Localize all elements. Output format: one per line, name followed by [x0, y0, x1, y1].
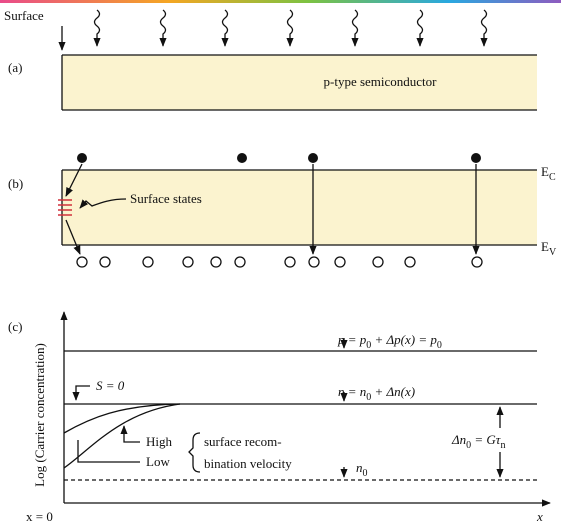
text-part: + Δn(x) [371, 384, 415, 399]
low-curve [63, 403, 181, 469]
panel-c: (c) Log (Carrier concentration) x = 0 x … [8, 311, 551, 524]
holes [76, 256, 483, 268]
low-label: Low [146, 454, 170, 469]
n0-label: n0 [356, 460, 368, 479]
panel-b: (b) EC EV Surface states [8, 153, 557, 268]
panel-label: (a) [8, 60, 22, 75]
ec-label: EC [541, 164, 556, 183]
hole [404, 256, 416, 268]
s-zero-label: S = 0 [96, 378, 125, 393]
text-part: + Δp(x) = p [371, 332, 437, 347]
pointer [75, 385, 90, 390]
light-arrow [286, 9, 294, 47]
surface-states [58, 199, 72, 216]
electrons [77, 153, 481, 163]
n-equation: n = n0 + Δn(x) [338, 384, 415, 403]
text-part: n [356, 460, 363, 475]
hole [308, 256, 320, 268]
light-arrow [93, 9, 101, 47]
pointer [79, 198, 127, 209]
surface-states-label: Surface states [130, 191, 202, 206]
subscript: C [549, 172, 556, 183]
panel-label: (b) [8, 176, 23, 191]
subscript: 0 [363, 468, 368, 479]
band-gap [62, 170, 537, 245]
capture-arrow [65, 219, 81, 255]
subscript: 0 [466, 440, 471, 451]
text-part: n = n [338, 384, 366, 399]
subscript: 0 [366, 392, 371, 403]
pointer [77, 440, 140, 463]
hole [372, 256, 384, 268]
light-arrow [480, 9, 488, 47]
high-label: High [146, 434, 173, 449]
surface-label: Surface [4, 8, 44, 23]
velocity-label: surface recom- [204, 434, 282, 449]
high-curve [63, 403, 181, 434]
pointer [120, 425, 140, 443]
velocity-label: bination velocity [204, 456, 292, 471]
subscript: 0 [437, 340, 442, 351]
ev-label: EV [541, 239, 557, 258]
subscript: 0 [366, 340, 371, 351]
semiconductor [62, 55, 537, 110]
hole [99, 256, 111, 268]
text-part: E [541, 164, 549, 179]
light-arrow [351, 9, 359, 47]
hole [284, 256, 296, 268]
text-part: p = p [337, 332, 367, 347]
x-axis-label: x [536, 509, 543, 524]
capture-arrow [65, 163, 83, 197]
hole [334, 256, 346, 268]
x-origin-label: x = 0 [26, 509, 53, 524]
p-equation: p = p0 + Δp(x) = p0 [337, 332, 442, 351]
hole [76, 256, 88, 268]
material-label: p-type semiconductor [324, 74, 438, 89]
delta-n-label: Δn0 = Gτn [451, 432, 505, 451]
hole [210, 256, 222, 268]
panel-a: Surface (a) p-type semiconductor [4, 8, 537, 111]
subscript: V [549, 247, 557, 258]
panel-label: (c) [8, 319, 22, 334]
light-arrows [93, 9, 488, 47]
light-arrow [416, 9, 424, 47]
light-arrow [221, 9, 229, 47]
text-part: E [541, 239, 549, 254]
hole [234, 256, 246, 268]
hole [471, 256, 483, 268]
y-axis-label: Log (Carrier concentration) [32, 343, 47, 487]
light-arrow [159, 9, 167, 47]
text-part: = Gτ [471, 432, 502, 447]
top-stripe [0, 0, 561, 3]
hole [142, 256, 154, 268]
text-part: Δn [451, 432, 466, 447]
hole [182, 256, 194, 268]
subscript: n [500, 440, 505, 451]
brace [188, 432, 201, 473]
